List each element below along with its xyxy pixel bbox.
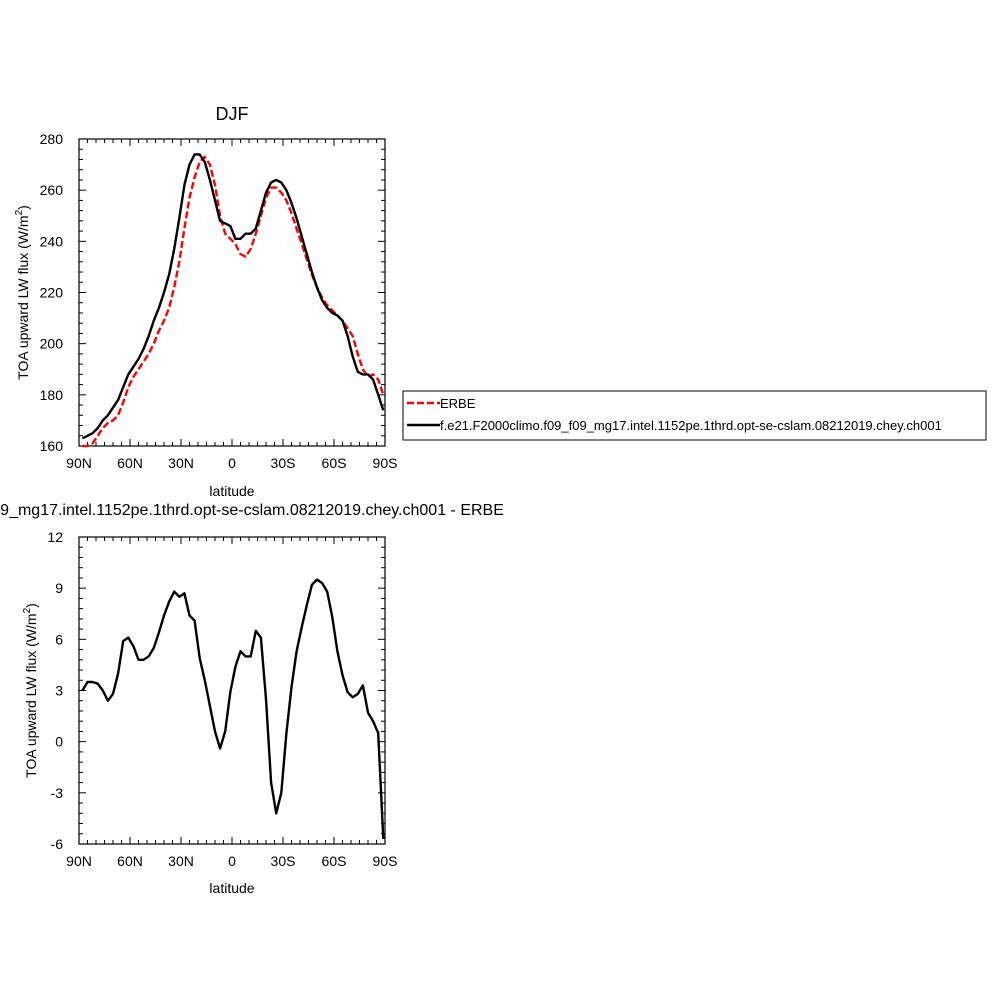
y-tick-label: -6 [51,836,64,852]
y-axis-label-superscript: 2 [14,209,25,215]
series-line-2 [81,153,385,440]
legend-label-1: ERBE [440,396,476,411]
y-axis-label-main: TOA upward LW flux (W/m [15,215,31,379]
y-axis-label-superscript: 2 [22,607,33,613]
chart-title: 09_f09_mg17.intel.1152pe.1thrd.opt-se-cs… [0,502,504,519]
chart-2: 09_f09_mg17.intel.1152pe.1thrd.opt-se-cs… [0,502,504,896]
x-axis-label: latitude [209,880,254,896]
x-tick-label: 90N [66,853,92,869]
y-axis-label-main: TOA upward LW flux (W/m [23,613,39,777]
x-tick-label: 0 [228,455,236,471]
y-tick-label: 0 [55,734,63,750]
x-axis-label: latitude [209,483,254,499]
series-line-1 [81,578,385,839]
x-tick-label: 90S [373,853,398,869]
chart-1: DJF 90N 60N 30N 0 30S 60S 90S 160 180 200 220 240 260… [14,104,987,499]
x-tick-label: 30N [168,853,194,869]
x-tick-label: 90N [66,455,92,471]
y-tick-label: 6 [55,631,63,647]
plot-frame [78,536,386,845]
y-axis-label-end: ) [15,205,31,210]
x-tick-label: 30N [168,455,194,471]
chart-title: DJF [216,104,249,124]
legend-label-2: f.e21.F2000climo.f09_f09_mg17.intel.1152… [440,418,942,433]
y-axis-label: TOA upward LW flux (W/m2) [22,603,39,778]
x-tick-label: 30S [271,853,296,869]
x-tick-label: 90S [373,455,398,471]
legend-box [402,390,987,441]
x-tick-label: 60S [322,853,347,869]
y-tick-label: -3 [51,785,64,801]
y-tick-label: 260 [40,182,64,198]
y-tick-label: 220 [40,285,64,301]
y-axis-label-end: ) [23,603,39,608]
y-axis-label: TOA upward LW flux (W/m2) [14,205,31,380]
y-tick-label: 200 [40,336,64,352]
y-tick-label: 12 [47,529,63,545]
y-tick-label: 280 [40,131,64,147]
x-tick-label: 60N [117,853,143,869]
x-tick-label: 60S [322,455,347,471]
x-tick-label: 30S [271,455,296,471]
y-tick-label: 180 [40,387,64,403]
x-tick-label: 0 [228,853,236,869]
x-tick-label: 60N [117,455,143,471]
series-line-1 [82,155,385,448]
y-tick-label: 240 [40,233,64,249]
legend: ERBE f.e21.F2000climo.f09_f09_mg17.intel.… [402,390,987,441]
y-tick-label: 160 [40,438,64,454]
y-tick-label: 3 [55,683,63,699]
y-tick-label: 9 [55,580,63,596]
